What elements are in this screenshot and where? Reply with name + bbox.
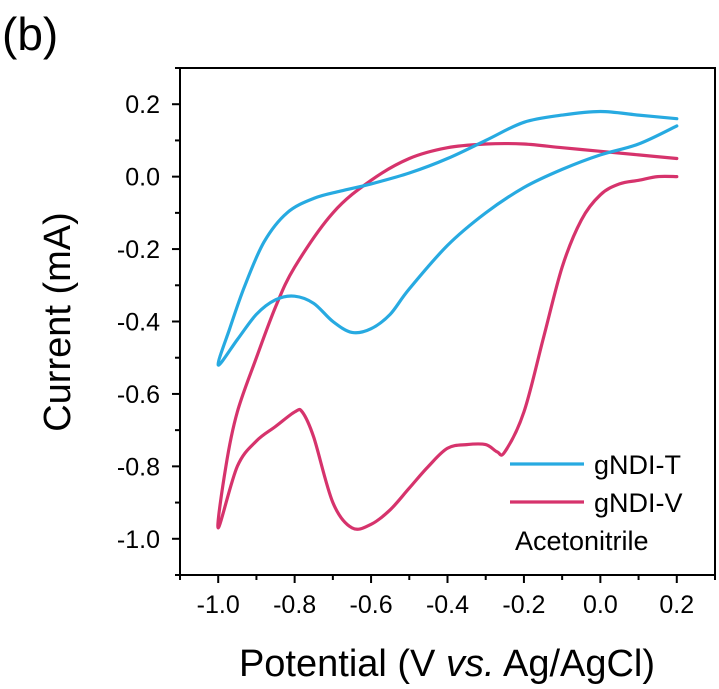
y-tick-label: -0.4 bbox=[117, 309, 160, 337]
y-tick-label: -0.8 bbox=[117, 453, 160, 481]
y-tick-label: 0.2 bbox=[125, 91, 160, 119]
x-axis-ticks: -1.0 -0.8 -0.6 -0.4 -0.2 0.0 0.2 bbox=[179, 575, 716, 619]
y-axis-ticks: 0.2 0.0 -0.2 -0.4 -0.6 -0.8 -1.0 bbox=[117, 67, 180, 576]
x-tick-label: -1.0 bbox=[197, 591, 240, 619]
y-tick-label: -1.0 bbox=[117, 526, 160, 554]
x-tick-label: -0.4 bbox=[426, 591, 469, 619]
y-tick-label: -0.2 bbox=[117, 236, 160, 264]
y-tick-label: -0.6 bbox=[117, 381, 160, 409]
series-layer bbox=[216, 109, 679, 531]
legend-label: gNDI-V bbox=[594, 488, 683, 518]
series-line-gNDI-V bbox=[216, 141, 679, 531]
x-tick-label: -0.8 bbox=[273, 591, 316, 619]
y-tick-label: 0.0 bbox=[125, 164, 160, 192]
x-axis-title: Potential (V vs. Ag/AgCl) bbox=[239, 643, 655, 685]
y-axis-title: Current (mA) bbox=[37, 212, 79, 432]
series-line-gNDI-T bbox=[216, 109, 679, 367]
x-axis-title-main: Potential (V bbox=[239, 643, 446, 685]
legend-label: gNDI-T bbox=[594, 450, 681, 480]
x-axis-title-italic: vs. bbox=[446, 643, 495, 685]
annotation-solvent: Acetonitrile bbox=[515, 526, 649, 556]
x-tick-label: -0.6 bbox=[350, 591, 393, 619]
x-tick-label: 0.2 bbox=[659, 591, 694, 619]
x-axis-title-tail: Ag/AgCl) bbox=[495, 643, 656, 685]
legend: gNDI-T gNDI-V bbox=[510, 450, 683, 518]
x-tick-label: -0.2 bbox=[502, 591, 545, 619]
panel-label: (b) bbox=[2, 8, 58, 60]
x-tick-label: 0.0 bbox=[583, 591, 618, 619]
